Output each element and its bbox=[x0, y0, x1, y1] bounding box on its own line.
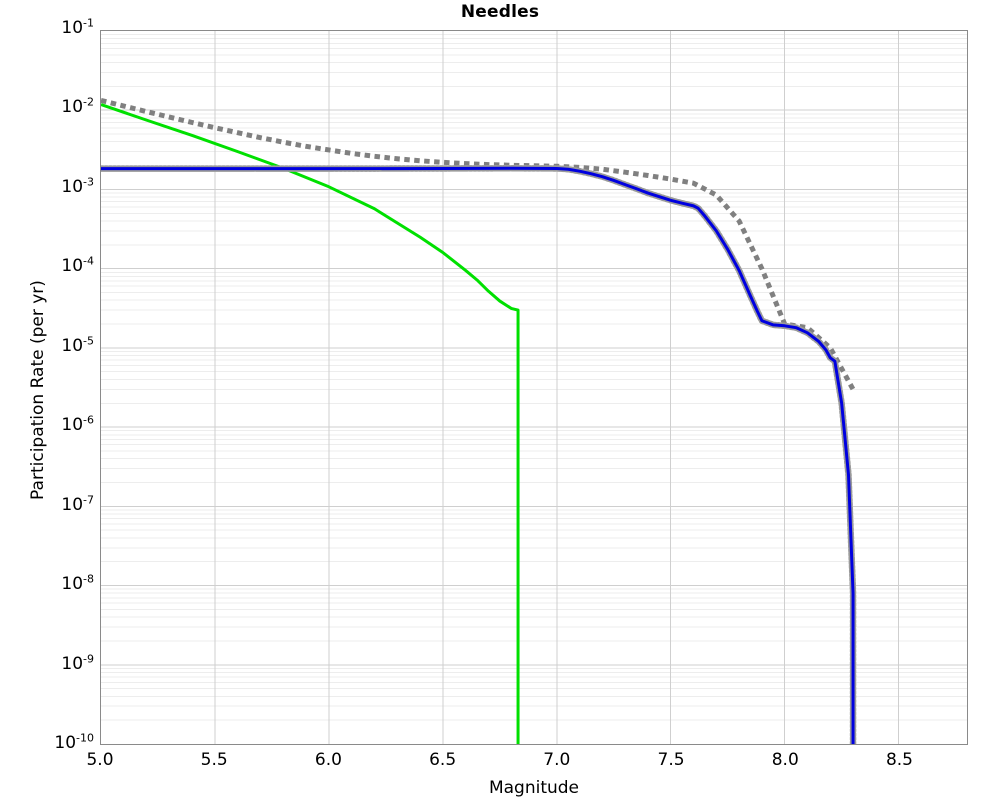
y-tick-label: 10-1 bbox=[61, 16, 94, 38]
series-total-hazard-dotted bbox=[101, 97, 856, 391]
y-tick-label: 10-2 bbox=[61, 95, 94, 118]
y-tick-label: 10-8 bbox=[61, 572, 94, 595]
grid-layer bbox=[101, 31, 967, 744]
x-tick-label: 8.5 bbox=[885, 750, 913, 770]
x-tick-label: 7.5 bbox=[657, 750, 685, 770]
y-tick-label: 10-10 bbox=[54, 731, 94, 753]
y-axis-tick-labels: 10-1 10-2 10-3 10-4 10-5 10-6 10-7 10-8 10-9 10-1… bbox=[0, 0, 94, 800]
x-tick-label: 7.0 bbox=[543, 750, 571, 770]
y-axis-title: Participation Rate (per yr) bbox=[28, 280, 48, 500]
series-background-source-blue bbox=[101, 166, 855, 744]
series-fault-source-green bbox=[101, 103, 520, 744]
series-marker-halo bbox=[101, 165, 857, 744]
x-tick-label: 8.0 bbox=[771, 750, 799, 770]
y-tick-label: 10-6 bbox=[61, 413, 94, 436]
plot-area bbox=[100, 30, 968, 745]
y-tick-label: 10-5 bbox=[61, 334, 94, 356]
x-tick-label: 5.5 bbox=[200, 750, 228, 770]
series-layer bbox=[101, 97, 857, 744]
x-tick-label: 6.5 bbox=[429, 750, 457, 770]
y-tick-label: 10-9 bbox=[61, 651, 94, 674]
y-tick-label: 10-3 bbox=[61, 175, 94, 197]
x-tick-label: 5.0 bbox=[86, 750, 114, 770]
y-tick-label: 10-7 bbox=[61, 493, 94, 515]
x-tick-label: 6.0 bbox=[314, 750, 342, 770]
x-axis-title: Magnitude bbox=[488, 778, 580, 798]
y-tick-label: 10-4 bbox=[61, 254, 94, 277]
chart-title: Needles bbox=[460, 2, 540, 22]
